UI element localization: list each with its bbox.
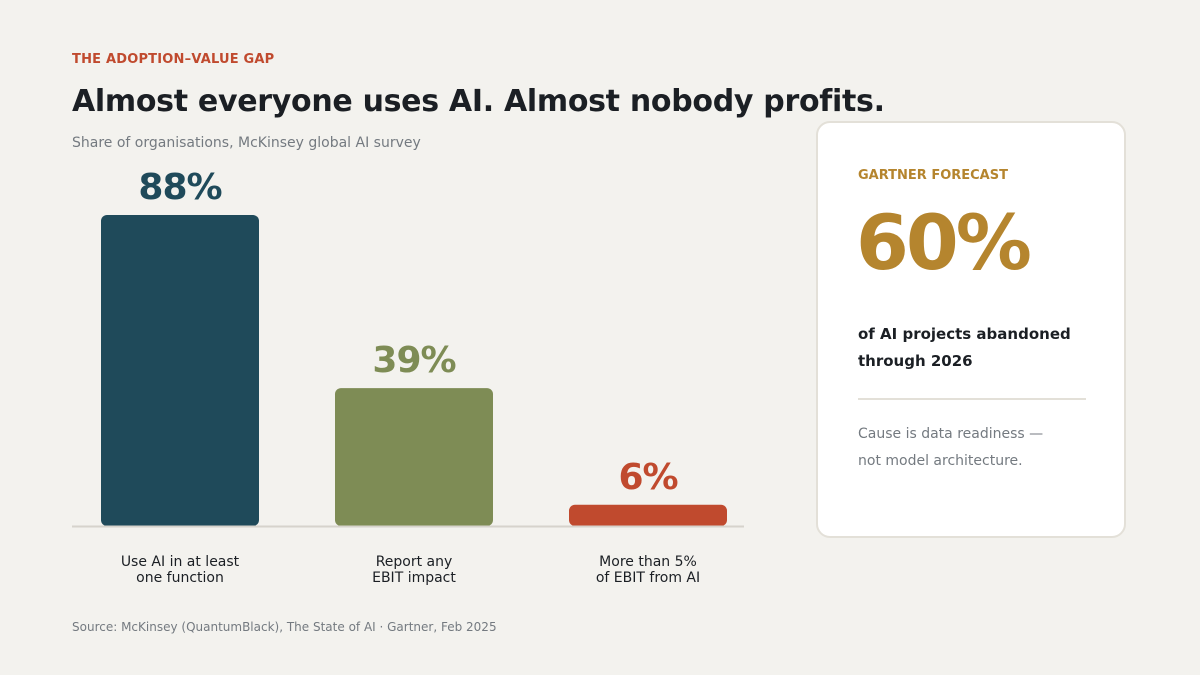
category-label: Use AI in at least one function xyxy=(121,554,240,586)
category-label: Report any EBIT impact xyxy=(372,554,456,586)
card-note-line: Cause is data readiness — xyxy=(858,426,1044,442)
chart-kicker: THE ADOPTION–VALUE GAP xyxy=(72,52,275,67)
card-description: of AI projects abandoned through 2026 xyxy=(858,325,1071,370)
card-kicker: GARTNER FORECAST xyxy=(858,168,1008,183)
source-note: Source: McKinsey (QuantumBlack), The Sta… xyxy=(72,620,497,634)
bar-chart: 88% Use AI in at least one function 39% Repo… xyxy=(72,167,744,586)
bar-value-label: 6% xyxy=(618,457,677,498)
card-note: Cause is data readiness — not model arch… xyxy=(858,421,1098,475)
bar-value-label: 88% xyxy=(138,167,221,208)
bar-1 xyxy=(101,215,259,526)
bar-value-label: 39% xyxy=(372,340,455,381)
card-note-line: not model architecture. xyxy=(858,453,1023,469)
category-label: More than 5% of EBIT from AI xyxy=(596,554,700,586)
forecast-card: GARTNER FORECAST 60% of AI projects aban… xyxy=(816,121,1126,538)
bar-3 xyxy=(569,504,727,526)
chart-subtitle: Share of organisations, McKinsey global … xyxy=(72,135,421,151)
card-divider xyxy=(858,398,1086,400)
chart-title: Almost everyone uses AI. Almost nobody p… xyxy=(72,84,885,119)
bar-2 xyxy=(335,388,493,526)
card-big-value: 60% xyxy=(856,198,1032,287)
